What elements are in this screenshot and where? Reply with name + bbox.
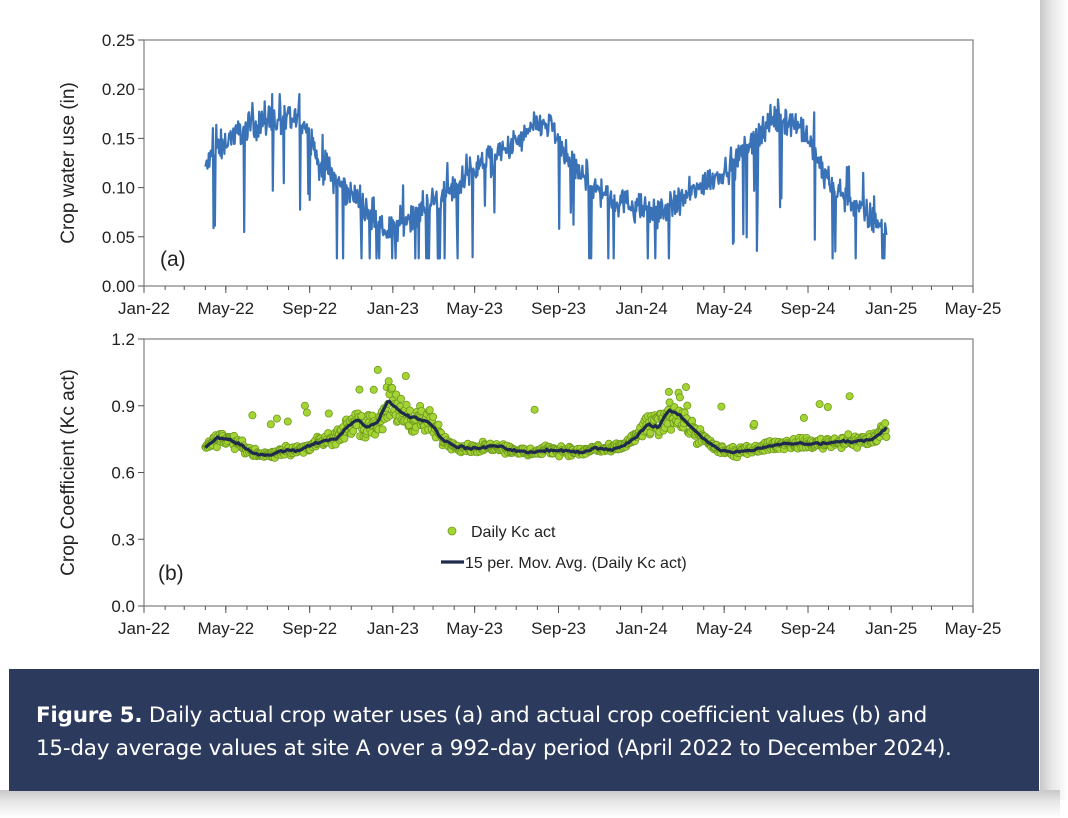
daily-kc-point [675, 393, 684, 402]
daily-kc-point [667, 425, 676, 434]
frame-shadow-bottom [0, 790, 1060, 818]
panel-b-x-tick-label: Jan-24 [616, 619, 668, 638]
panel-a-y-tick-label: 0.25 [102, 31, 135, 50]
panel-b-x-tick-label: Sep-22 [282, 619, 337, 638]
daily-kc-point [388, 383, 397, 392]
panel-b-x-tick-label: Jan-23 [367, 619, 419, 638]
daily-kc-point [882, 432, 891, 441]
daily-kc-point [355, 385, 364, 394]
daily-kc-point [815, 400, 824, 409]
panel-b-label: (b) [158, 562, 184, 585]
daily-kc-point [324, 409, 333, 418]
daily-kc-point [845, 392, 854, 401]
panel-a-y-axis-title: Crop water use (in) [58, 82, 79, 244]
daily-kc-point [373, 365, 382, 374]
panel-b-y-axis-title: Crop Coefficient (Kc act) [58, 369, 79, 576]
panel-a-label: (a) [160, 248, 186, 271]
panel-b-y-tick-label: 1.2 [111, 330, 135, 349]
panel-a-x-tick-label: May-24 [696, 299, 753, 318]
daily-kc-point [799, 413, 808, 422]
daily-kc-point [717, 402, 726, 411]
panel-b-x-tick-label: Jan-22 [118, 619, 170, 638]
panel-b-y-tick-label: 0.0 [111, 597, 135, 616]
panel-b-y-tick-label: 0.9 [111, 397, 135, 416]
panel-a-x-tick-label: May-25 [945, 299, 1002, 318]
panel-a-x-tick-label: Jan-23 [367, 299, 419, 318]
daily-kc-point [665, 398, 674, 407]
daily-kc-point [682, 383, 691, 392]
panel-a-y-tick-label: 0.15 [102, 129, 135, 148]
panel-b-x-tick-label: Jan-25 [865, 619, 917, 638]
daily-kc-point [881, 419, 890, 428]
panel-b-x-tick-label: May-24 [696, 619, 753, 638]
figure-charts: 0.00 0.05 0.10 0.15 0.20 0.25 Jan-22 May-22 Sep-… [58, 31, 1001, 638]
daily-kc-point [340, 434, 349, 443]
moving-average-line [204, 399, 888, 457]
daily-kc-point [425, 406, 434, 415]
panel-a-x-tick-label: Sep-24 [781, 299, 836, 318]
panel-a-x-tick-label: Jan-25 [865, 299, 917, 318]
figure-caption: Figure 5. Daily actual crop water uses (… [9, 669, 1039, 791]
panel-a-x-tick-label: Jan-22 [118, 299, 170, 318]
daily-kc-point [530, 405, 539, 414]
daily-kc-point [300, 401, 309, 410]
daily-kc-point [683, 401, 692, 410]
caption-line-1: Figure 5. Daily actual crop water uses (… [36, 699, 1039, 732]
daily-kc-point [750, 419, 759, 428]
panel-b-x-tick-label: May-22 [197, 619, 254, 638]
daily-kc-point [429, 412, 438, 421]
panel-a-water-use-chart: 0.00 0.05 0.10 0.15 0.20 0.25 Jan-22 May-22 Sep-… [58, 31, 1001, 318]
daily-kc-point [844, 430, 853, 439]
daily-kc-point [248, 411, 257, 420]
figure-label: Figure 5. [36, 703, 143, 728]
daily-kc-point [283, 417, 292, 426]
legend-daily-kc-label: Daily Kc act [471, 524, 556, 541]
legend-moving-avg-label: 15 per. Mov. Avg. (Daily Kc act) [465, 555, 687, 572]
panel-a-x-tick-label: May-22 [197, 299, 254, 318]
daily-kc-point [384, 377, 393, 386]
panel-a-y-tick-label: 0.00 [102, 277, 135, 296]
caption-text-1: Daily actual crop water uses (a) and act… [142, 703, 928, 728]
panel-b-x-tick-label: Sep-24 [781, 619, 836, 638]
daily-kc-point [378, 425, 387, 434]
frame-shadow-right [1040, 0, 1068, 800]
panel-b-y-tick-label: 0.6 [111, 464, 135, 483]
daily-kc-point [266, 420, 275, 429]
water-use-series-line [204, 92, 888, 260]
panel-a-x-tick-label: May-23 [446, 299, 503, 318]
panel-b-x-tick-label: May-25 [945, 619, 1002, 638]
panel-b-x-tick-label: May-23 [446, 619, 503, 638]
panel-b-y-tick-label: 0.3 [111, 530, 135, 549]
panel-a-x-tick-label: Sep-22 [282, 299, 337, 318]
daily-kc-point [272, 414, 281, 423]
legend-daily-kc-marker [447, 526, 457, 536]
daily-kc-point [396, 394, 405, 403]
chart-legend: Daily Kc act 15 per. Mov. Avg. (Daily Kc … [441, 524, 687, 572]
daily-kc-point [357, 411, 366, 420]
daily-kc-point [401, 371, 410, 380]
panel-a-y-tick-label: 0.05 [102, 228, 135, 247]
daily-kc-point [434, 420, 443, 429]
panel-b-crop-coefficient-chart: 0.0 0.3 0.6 0.9 1.2 Jan-22 May-22 Sep-22 Jan-23 M… [58, 330, 1001, 638]
daily-kc-point [369, 385, 378, 394]
panel-a-x-tick-label: Sep-23 [531, 299, 586, 318]
caption-line-2: 15-day average values at site A over a 9… [36, 736, 952, 761]
daily-kc-point [405, 406, 414, 415]
panel-b-x-tick-label: Sep-23 [531, 619, 586, 638]
panel-a-y-tick-label: 0.10 [102, 179, 135, 198]
panel-a-y-tick-label: 0.20 [102, 80, 135, 99]
daily-kc-point [823, 402, 832, 411]
panel-a-x-tick-label: Jan-24 [616, 299, 668, 318]
daily-kc-point [664, 387, 673, 396]
daily-kc-point [302, 408, 311, 417]
